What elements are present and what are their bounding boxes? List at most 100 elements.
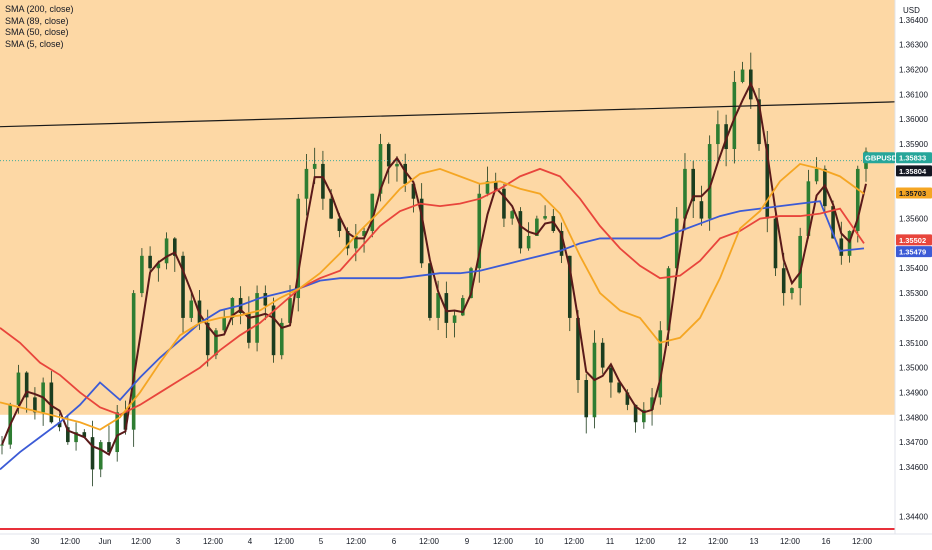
candle-body [609, 367, 613, 383]
candle-body [255, 293, 259, 343]
candle-body [123, 412, 128, 430]
x-tick-label: 12:00 [852, 537, 873, 546]
candle-body [33, 397, 37, 413]
x-tick-label: 12:00 [346, 537, 367, 546]
candle-body [173, 238, 177, 256]
candle-body [469, 268, 473, 299]
candle-body [74, 432, 78, 443]
price-tag [896, 165, 932, 177]
x-tick-label: 4 [248, 537, 253, 546]
candle-body [790, 288, 794, 294]
y-tick-label: 1.34900 [899, 388, 928, 397]
candle-body [148, 255, 152, 269]
candle-body [329, 198, 333, 219]
x-tick-label: 9 [465, 537, 470, 546]
y-tick-label: 1.36400 [899, 16, 928, 25]
resistance-line [0, 101, 896, 128]
price-axis-bg [895, 0, 932, 550]
currency-label[interactable]: USD [903, 6, 920, 15]
sma200-line [0, 200, 865, 471]
price-tag-value: 1.35804 [899, 167, 927, 176]
candle-body [584, 380, 589, 418]
candle-body [296, 198, 301, 299]
x-tick-label: 10 [535, 537, 544, 546]
legend-sma5[interactable]: SMA (5, close) [5, 38, 64, 49]
candle-body [263, 293, 268, 306]
candle-body [24, 372, 29, 398]
sma5-line [1, 81, 867, 456]
candle-body [461, 298, 465, 316]
candle-body [485, 181, 490, 194]
x-tick-label: 13 [750, 537, 759, 546]
candle-body [189, 300, 194, 318]
candle-body [576, 317, 580, 381]
candle-body [633, 404, 638, 423]
y-tick-label: 1.35000 [899, 364, 928, 373]
candle-body [82, 432, 87, 438]
candle-body [781, 268, 786, 294]
price-tag [896, 152, 932, 164]
y-tick-label: 1.34800 [899, 413, 928, 422]
candle-body [642, 409, 646, 423]
candle-body [543, 216, 547, 219]
x-tick-label: 12:00 [419, 537, 440, 546]
sma50-line [0, 162, 865, 431]
y-tick-label: 1.34600 [899, 463, 928, 472]
legend-sma200[interactable]: SMA (200, close) [5, 4, 74, 14]
candle-body [403, 163, 407, 184]
candle-body [370, 193, 375, 231]
candle-body [304, 168, 309, 199]
y-tick-label: 1.35600 [899, 215, 928, 224]
price-tag-value: 1.35479 [899, 248, 926, 257]
candle-body [57, 422, 62, 428]
candle-body [107, 442, 111, 453]
x-tick-label: 3 [176, 537, 181, 546]
candle-body [493, 181, 498, 189]
candle-body [535, 218, 539, 236]
candle-body [855, 168, 860, 231]
x-tick-label: 6 [392, 537, 397, 546]
candle-body [518, 211, 523, 249]
candle-body [650, 397, 654, 410]
x-tick-label: 11 [606, 537, 615, 546]
candle-body [354, 235, 358, 249]
legend-sma89[interactable]: SMA (89, close) [5, 15, 69, 26]
candle-body [131, 293, 136, 430]
candle-body [164, 238, 169, 264]
candle-body [345, 230, 350, 249]
candle-body [757, 99, 761, 145]
candle-body [839, 238, 844, 256]
symbol-tag [863, 152, 895, 164]
candle-body [740, 69, 745, 82]
candle-body [567, 255, 572, 318]
symbol-tag-label: GBPUSD [865, 154, 898, 163]
x-tick-label: 12:00 [635, 537, 656, 546]
candle-body [773, 218, 778, 269]
candle-body [526, 235, 531, 249]
candle-body [386, 144, 391, 167]
candle-body [806, 181, 811, 236]
candle-body [0, 444, 4, 446]
y-tick-label: 1.36200 [899, 66, 928, 75]
candle-body [115, 412, 119, 453]
candle-body [205, 322, 210, 356]
time-axis-bg [0, 534, 932, 550]
price-tag-value: 1.35502 [899, 236, 926, 245]
candle-body [847, 230, 852, 256]
x-tick-label: 12:00 [274, 537, 295, 546]
candle-body [16, 372, 21, 405]
y-tick-label: 1.35200 [899, 314, 928, 323]
candle-body [814, 168, 819, 182]
candle-body [477, 193, 482, 269]
candle-body [798, 235, 802, 289]
candle-body [683, 168, 687, 219]
candle-body [699, 201, 704, 219]
candle-body [716, 124, 720, 145]
candle-body [90, 437, 95, 470]
legend-sma50[interactable]: SMA (50, close) [5, 27, 69, 37]
candle-body [510, 211, 514, 219]
price-tag-value: 1.35833 [899, 154, 926, 163]
candle-body [312, 163, 317, 169]
